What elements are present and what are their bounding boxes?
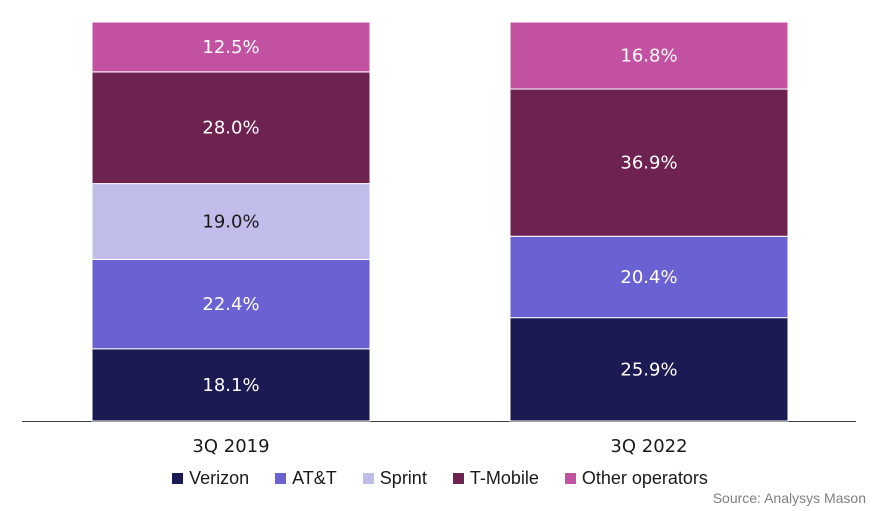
legend-item: Sprint: [362, 468, 427, 489]
data-label: 22.4%: [202, 294, 259, 315]
legend-item: AT&T: [275, 468, 337, 489]
legend-label: Sprint: [379, 468, 427, 488]
data-label: 20.4%: [620, 267, 677, 288]
bar-segment: [509, 88, 789, 237]
legend-swatch: [172, 473, 184, 484]
bar-segment: [509, 21, 789, 90]
chart-legend: Verizon AT&T Sprint T-Mobile Other operators: [0, 468, 880, 489]
legend-swatch: [564, 473, 576, 484]
data-label: 25.9%: [620, 359, 677, 380]
data-label: 28.0%: [202, 118, 259, 139]
bar-segment: [91, 21, 371, 73]
data-label: 16.8%: [620, 46, 677, 67]
bar-segment: [509, 235, 789, 319]
stacked-bar-chart: 18.1% 22.4% 19.0% 28.0% 12.5% 3Q 2019 25.9% 20.…: [22, 21, 856, 457]
legend-item: Other operators: [564, 468, 708, 489]
bar-segment: [91, 183, 371, 260]
source-note: Source: Analysys Mason: [712, 490, 866, 506]
x-tick-label: 3Q 2022: [610, 436, 687, 457]
legend-swatch: [452, 473, 464, 484]
x-tick-label: 3Q 2019: [192, 436, 269, 457]
legend-item: Verizon: [172, 468, 249, 489]
data-label: 12.5%: [202, 37, 259, 58]
bar-segment: [91, 258, 371, 350]
data-label: 18.1%: [202, 375, 259, 396]
legend-swatch: [275, 473, 287, 484]
legend-label: AT&T: [292, 468, 337, 488]
legend-swatch: [362, 473, 374, 484]
legend-label: Verizon: [189, 468, 250, 488]
bar-segment: [91, 348, 371, 422]
legend-item: T-Mobile: [452, 468, 539, 489]
bar-segment: [509, 317, 789, 422]
legend-label: Other operators: [581, 468, 708, 488]
data-label: 36.9%: [620, 153, 677, 174]
bar-segment: [91, 71, 371, 185]
data-label: 19.0%: [202, 212, 259, 233]
legend-label: T-Mobile: [469, 468, 539, 488]
